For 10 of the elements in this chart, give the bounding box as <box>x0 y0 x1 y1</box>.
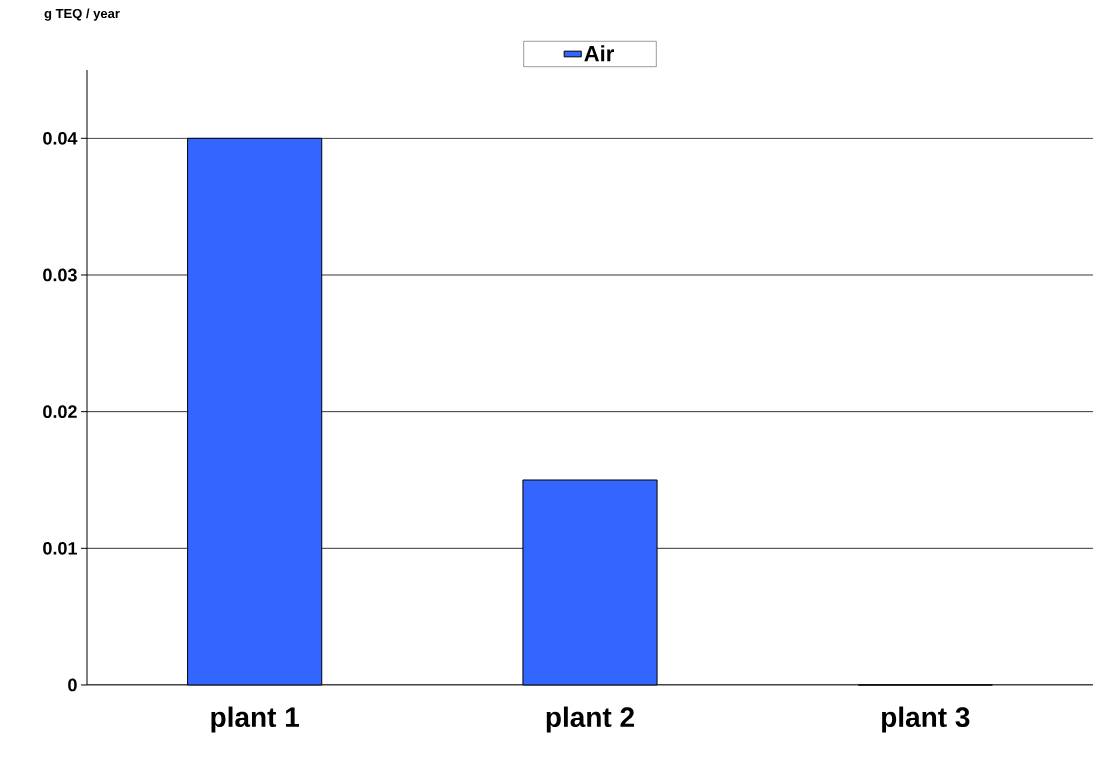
y-tick-label: 0.02 <box>43 405 77 419</box>
x-tick-label: plant 3 <box>882 706 970 733</box>
y-tick-label: 0.01 <box>43 541 77 555</box>
y-tick-label: 0.04 <box>43 131 78 145</box>
x-tick-label: plant 2 <box>546 706 634 733</box>
y-tick-label: 0 <box>68 678 77 692</box>
legend-label: Air <box>584 45 614 62</box>
y-tick-label: 0.03 <box>43 268 77 282</box>
x-tick-label: plant 1 <box>211 706 299 733</box>
y-axis-title: g TEQ / year <box>44 8 120 21</box>
